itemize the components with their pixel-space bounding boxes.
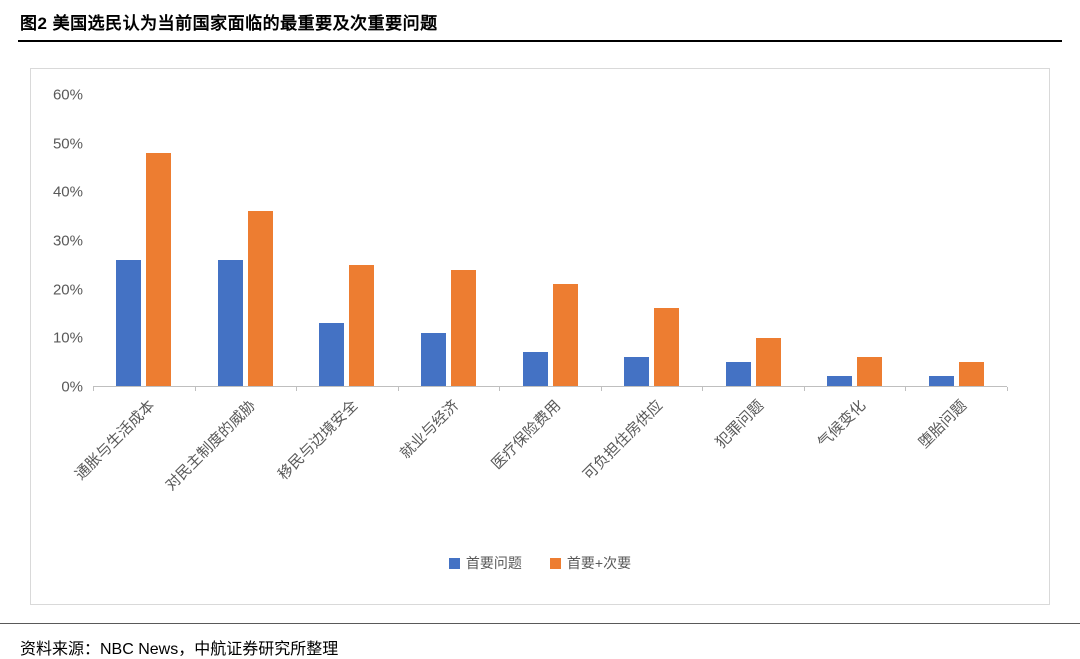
- bar-group: [906, 95, 1008, 386]
- x-axis-category-label: 移民与边境安全: [274, 397, 362, 484]
- plot-area: [93, 95, 1007, 387]
- chart-area: 60% 50% 40% 30% 20% 10% 0%: [31, 88, 1049, 395]
- bar-首要问题: [725, 361, 751, 386]
- bar-首要问题: [116, 259, 142, 386]
- x-axis-tick: [600, 387, 602, 391]
- bar-group: [93, 95, 195, 386]
- x-axis-category-label: 犯罪问题: [712, 397, 768, 452]
- x-axis-category-label: 对民主制度的威胁: [162, 397, 260, 495]
- bar-首要+次要: [349, 264, 375, 386]
- legend-item: 首要+次要: [549, 553, 632, 573]
- legend-swatch-icon: [549, 557, 561, 569]
- bar-首要+次要: [958, 361, 984, 386]
- bar-首要问题: [217, 259, 243, 386]
- bar-首要+次要: [755, 337, 781, 386]
- x-axis-category-label: 可负担住房供应: [579, 397, 666, 484]
- x-axis-tick: [803, 387, 805, 391]
- y-axis-tick-label: 50%: [52, 135, 83, 153]
- y-axis-tick-label: 20%: [52, 281, 83, 299]
- y-axis-tick-label: 40%: [52, 183, 83, 201]
- y-axis-tick-label: 30%: [52, 232, 83, 250]
- y-axis-tick-label: 60%: [52, 86, 83, 104]
- bar-首要+次要: [857, 356, 883, 386]
- bar-首要+次要: [552, 284, 578, 386]
- bar-首要+次要: [146, 153, 172, 386]
- bar-首要问题: [928, 376, 954, 386]
- x-axis-labels: 通胀与生活成本 对民主制度的威胁 移民与边境安全 就业与经济 医疗保险费用 可负担住房供应…: [72, 387, 1008, 537]
- x-axis-tick: [93, 387, 94, 391]
- legend-item: 首要问题: [448, 553, 522, 573]
- bar-首要+次要: [247, 211, 273, 386]
- bar-group: [398, 95, 500, 386]
- bar-group: [804, 95, 906, 386]
- y-axis-tick-label: 10%: [52, 329, 83, 347]
- bar-首要问题: [522, 352, 548, 386]
- y-axis: 60% 50% 40% 30% 20% 10% 0%: [31, 88, 93, 395]
- legend-label: 首要问题: [465, 555, 522, 571]
- bar-group: [702, 95, 804, 386]
- legend-swatch-icon: [448, 557, 460, 569]
- x-axis-tick: [905, 387, 907, 391]
- x-axis-category-label: 医疗保险费用: [488, 397, 565, 473]
- x-axis-tick: [702, 387, 704, 391]
- x-axis-category-label: 堕胎问题: [915, 397, 971, 452]
- bar-首要问题: [624, 356, 650, 386]
- chart-panel: 60% 50% 40% 30% 20% 10% 0% 通胀与生活成本 对民主制度的威胁 移民与边…: [30, 68, 1050, 605]
- bar-首要+次要: [450, 269, 476, 386]
- chart-legend: 首要问题 首要+次要: [31, 553, 1049, 573]
- legend-label: 首要+次要: [566, 555, 632, 571]
- x-axis-tick: [397, 387, 399, 391]
- x-axis-tick: [194, 387, 196, 391]
- x-axis-tick: [296, 387, 298, 391]
- bar-首要问题: [319, 322, 345, 386]
- bar-首要+次要: [654, 308, 680, 386]
- y-axis-tick-label: 0%: [61, 378, 83, 396]
- x-axis-category-label: 气候变化: [814, 397, 869, 452]
- title-bar: 图2 美国选民认为当前国家面临的最重要及次重要问题: [18, 0, 1062, 42]
- bar-group: [601, 95, 703, 386]
- x-axis-category-label: 就业与经济: [397, 397, 463, 463]
- x-axis-tick: [1007, 387, 1008, 391]
- x-axis-category-label: 通胀与生活成本: [71, 397, 158, 484]
- bar-首要问题: [827, 376, 853, 386]
- bar-group: [296, 95, 398, 386]
- bar-group: [499, 95, 601, 386]
- x-axis-tick: [499, 387, 501, 391]
- bar-group: [195, 95, 297, 386]
- page-title: 图2 美国选民认为当前国家面临的最重要及次重要问题: [20, 14, 438, 33]
- bar-首要问题: [420, 332, 446, 386]
- source-note: 资料来源：NBC News，中航证券研究所整理: [0, 623, 1080, 659]
